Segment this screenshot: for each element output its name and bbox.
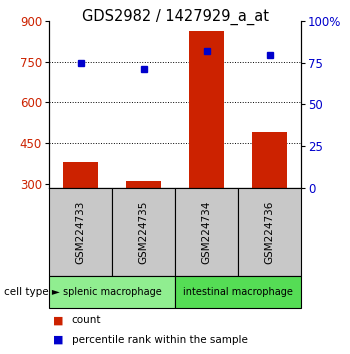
Text: GSM224735: GSM224735: [139, 200, 148, 264]
Bar: [189, 31, 224, 188]
Bar: [49, 276, 175, 308]
Bar: [126, 181, 161, 188]
Text: cell type ►: cell type ►: [4, 287, 60, 297]
Text: ■: ■: [52, 315, 63, 325]
Text: GSM224734: GSM224734: [202, 200, 211, 264]
Text: GDS2982 / 1427929_a_at: GDS2982 / 1427929_a_at: [82, 9, 268, 25]
Bar: [238, 188, 301, 276]
Text: GSM224733: GSM224733: [76, 200, 85, 264]
Text: intestinal macrophage: intestinal macrophage: [183, 287, 293, 297]
Bar: [49, 188, 112, 276]
Bar: [175, 188, 238, 276]
Text: splenic macrophage: splenic macrophage: [63, 287, 161, 297]
Bar: [252, 132, 287, 188]
Text: count: count: [72, 315, 101, 325]
Text: ■: ■: [52, 335, 63, 345]
Bar: [175, 276, 301, 308]
Bar: [112, 188, 175, 276]
Text: GSM224736: GSM224736: [265, 200, 274, 264]
Text: percentile rank within the sample: percentile rank within the sample: [72, 335, 248, 345]
Bar: [63, 162, 98, 188]
